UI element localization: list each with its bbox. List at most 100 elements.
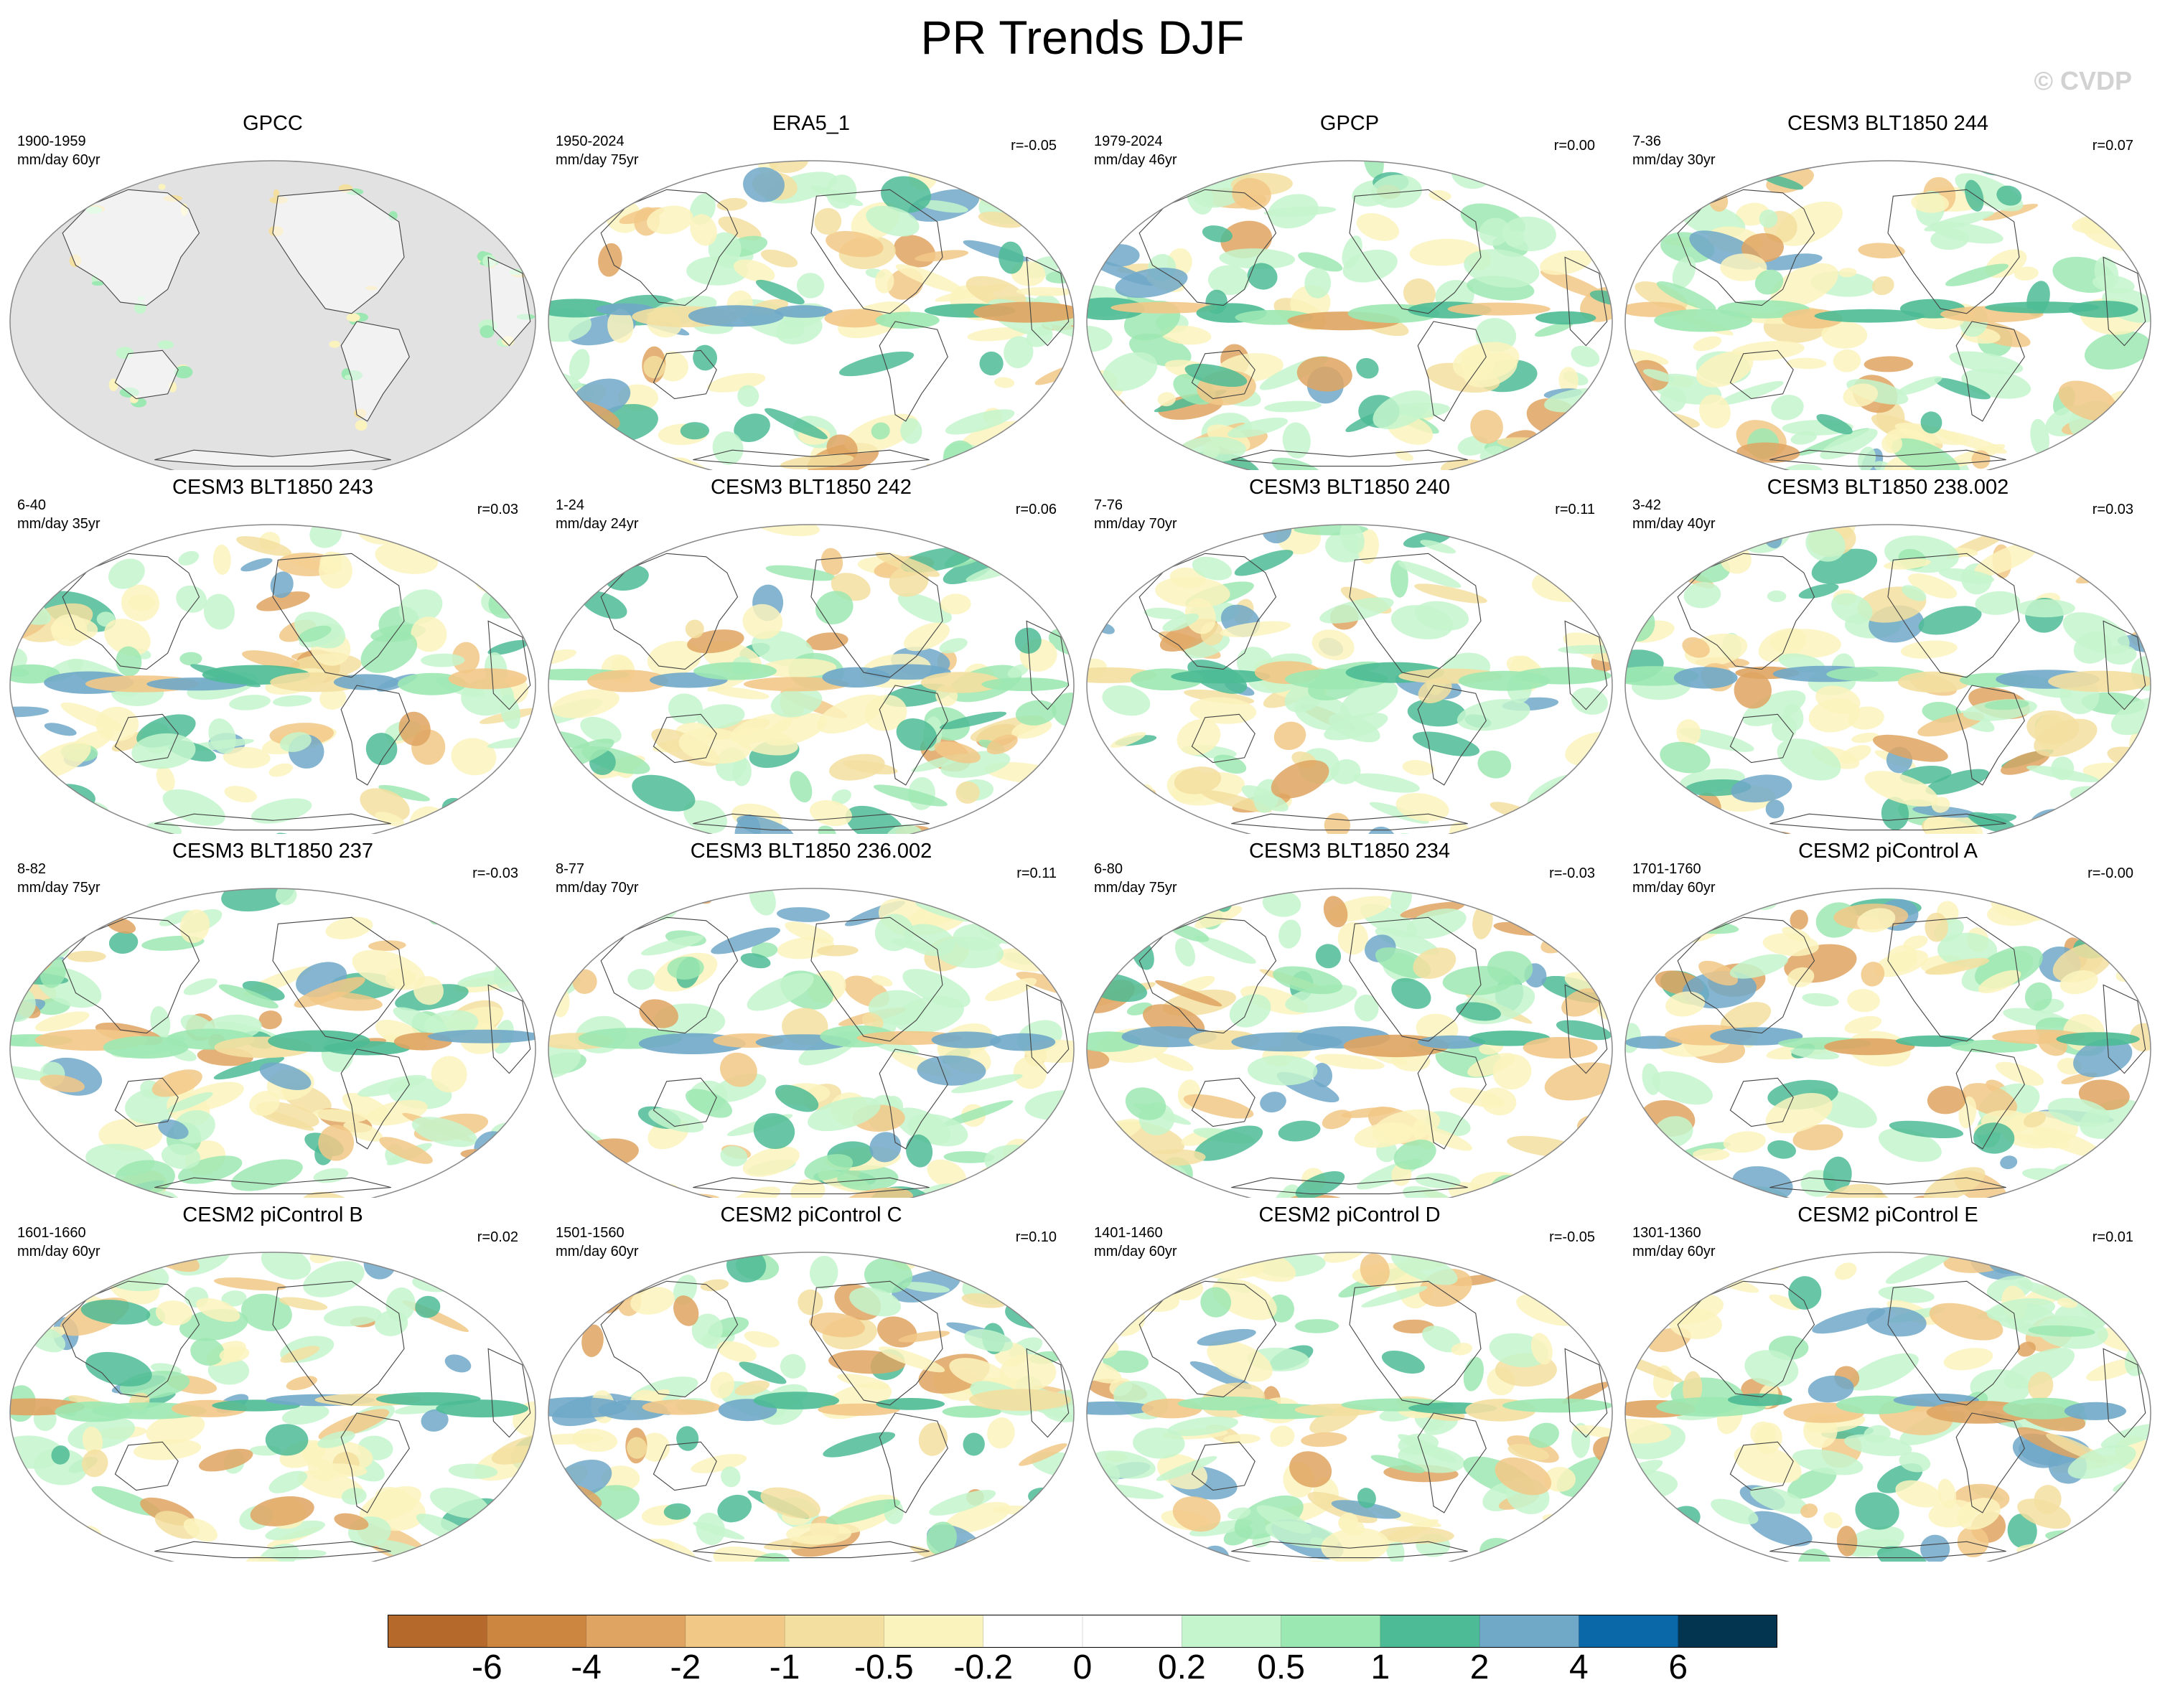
coastline [810, 916, 943, 1042]
trend-blob [398, 711, 431, 746]
trend-blob [1683, 1371, 1703, 1406]
panel-period: 1900-1959 [17, 133, 86, 149]
trend-blob [716, 197, 748, 211]
trend-blob [548, 1118, 604, 1144]
trend-blob [1096, 622, 1115, 634]
trend-blob [556, 1125, 580, 1142]
trend-blob [1223, 1434, 1261, 1444]
trend-blob [1087, 395, 1127, 430]
trend-blob [167, 1092, 213, 1112]
trend-blob [2106, 1175, 2151, 1193]
equatorial-band [448, 668, 527, 690]
trend-blob [1753, 1252, 1788, 1269]
trend-blob [2122, 925, 2151, 951]
trend-blob [251, 798, 312, 824]
trend-blob [1092, 912, 1145, 942]
trend-blob [1110, 732, 1146, 749]
trend-blob [415, 1295, 441, 1318]
trend-blob [213, 1056, 285, 1080]
map-border [1086, 888, 1613, 1198]
trend-blob [939, 711, 1007, 730]
trend-blob [663, 1503, 691, 1520]
trend-blob [639, 999, 678, 1028]
trend-blob [429, 1487, 490, 1519]
trend-blob [145, 821, 182, 834]
trend-blob [1028, 1487, 1062, 1507]
trend-blob [929, 1490, 996, 1516]
trend-blob [747, 973, 814, 1011]
trend-blob [1725, 1252, 1780, 1271]
trend-blob [796, 273, 825, 299]
coastline [810, 189, 943, 314]
trend-blob [1625, 210, 1668, 236]
trend-blob [1571, 688, 1608, 715]
trend-blob [462, 792, 526, 819]
trend-blob [1626, 932, 1670, 954]
trend-blob [484, 1252, 514, 1275]
trend-blob [919, 200, 968, 213]
trend-blob [161, 1143, 201, 1170]
trend-blob [837, 1165, 899, 1191]
trend-blob [1155, 980, 1222, 1007]
panel-units: mm/day 75yr [17, 880, 100, 896]
panel-period: 1950-2024 [556, 133, 625, 149]
equatorial-band [1502, 1398, 1612, 1413]
trend-blob [1144, 894, 1183, 928]
trend-blob [1357, 1488, 1376, 1508]
trend-blob [490, 1122, 534, 1148]
trend-blob [37, 798, 65, 818]
trend-blob [1227, 417, 1289, 438]
trend-blob [208, 718, 236, 754]
trend-blob [1540, 934, 1571, 954]
trend-blob [1697, 822, 1723, 834]
trend-blob [1848, 706, 1884, 730]
panel-title: CESM2 piControl D [1258, 1203, 1441, 1226]
trend-blob [619, 207, 665, 225]
trend-blob [17, 553, 37, 578]
trend-blob [742, 604, 783, 639]
trend-blob [1765, 799, 1785, 819]
trend-blob [418, 1559, 464, 1562]
trend-blob [904, 622, 950, 652]
trend-blob [1625, 408, 1661, 426]
map-panel: CESM3 BLT1850 234 6-80 mm/day 75yr r=-0.03 [1084, 835, 1615, 1198]
trend-blob [580, 716, 622, 744]
equatorial-band [875, 311, 940, 329]
trend-blob [1857, 446, 1876, 470]
trend-blob [1003, 537, 1036, 556]
equatorial-band [2003, 1397, 2085, 1420]
trend-blob [823, 1432, 896, 1458]
trend-blob [1543, 1466, 1576, 1492]
trend-blob [1742, 690, 1806, 726]
panel-correlation: r=0.03 [2092, 502, 2133, 517]
trend-blob [1295, 1171, 1345, 1198]
trend-blob [1938, 568, 1994, 584]
trend-blob [10, 1518, 46, 1544]
panel-title: CESM3 BLT1850 237 [172, 840, 373, 863]
map-projection [548, 1252, 1075, 1562]
equatorial-band [1673, 667, 1738, 689]
trend-blob [1625, 796, 1662, 820]
trend-blob [1304, 268, 1332, 299]
map-border [1624, 888, 2151, 1198]
trend-blob [2068, 1256, 2136, 1287]
trend-blob [1403, 278, 1436, 309]
trend-blob [81, 1449, 108, 1478]
trend-blob [987, 1417, 1015, 1449]
panel-title: GPCP [1319, 112, 1380, 135]
trend-blob [1777, 738, 1841, 781]
trend-blob [2059, 970, 2098, 995]
trend-blob [1090, 926, 1139, 948]
coastline [1349, 916, 1482, 1042]
colorbar-tick-label: 0.5 [1257, 1648, 1305, 1686]
trend-blob [1920, 411, 1942, 433]
panel-title: CESM3 BLT1850 236.002 [690, 840, 932, 863]
trend-blob [179, 652, 202, 666]
colorbar-swatch [1182, 1615, 1282, 1648]
trend-blob [309, 525, 342, 548]
panel-units: mm/day 60yr [1632, 1244, 1716, 1259]
trend-blob [1100, 1551, 1170, 1562]
trend-blob [1767, 1140, 1797, 1159]
trend-blob [977, 1166, 1014, 1198]
panel-title: CESM3 BLT1850 240 [1249, 476, 1450, 499]
